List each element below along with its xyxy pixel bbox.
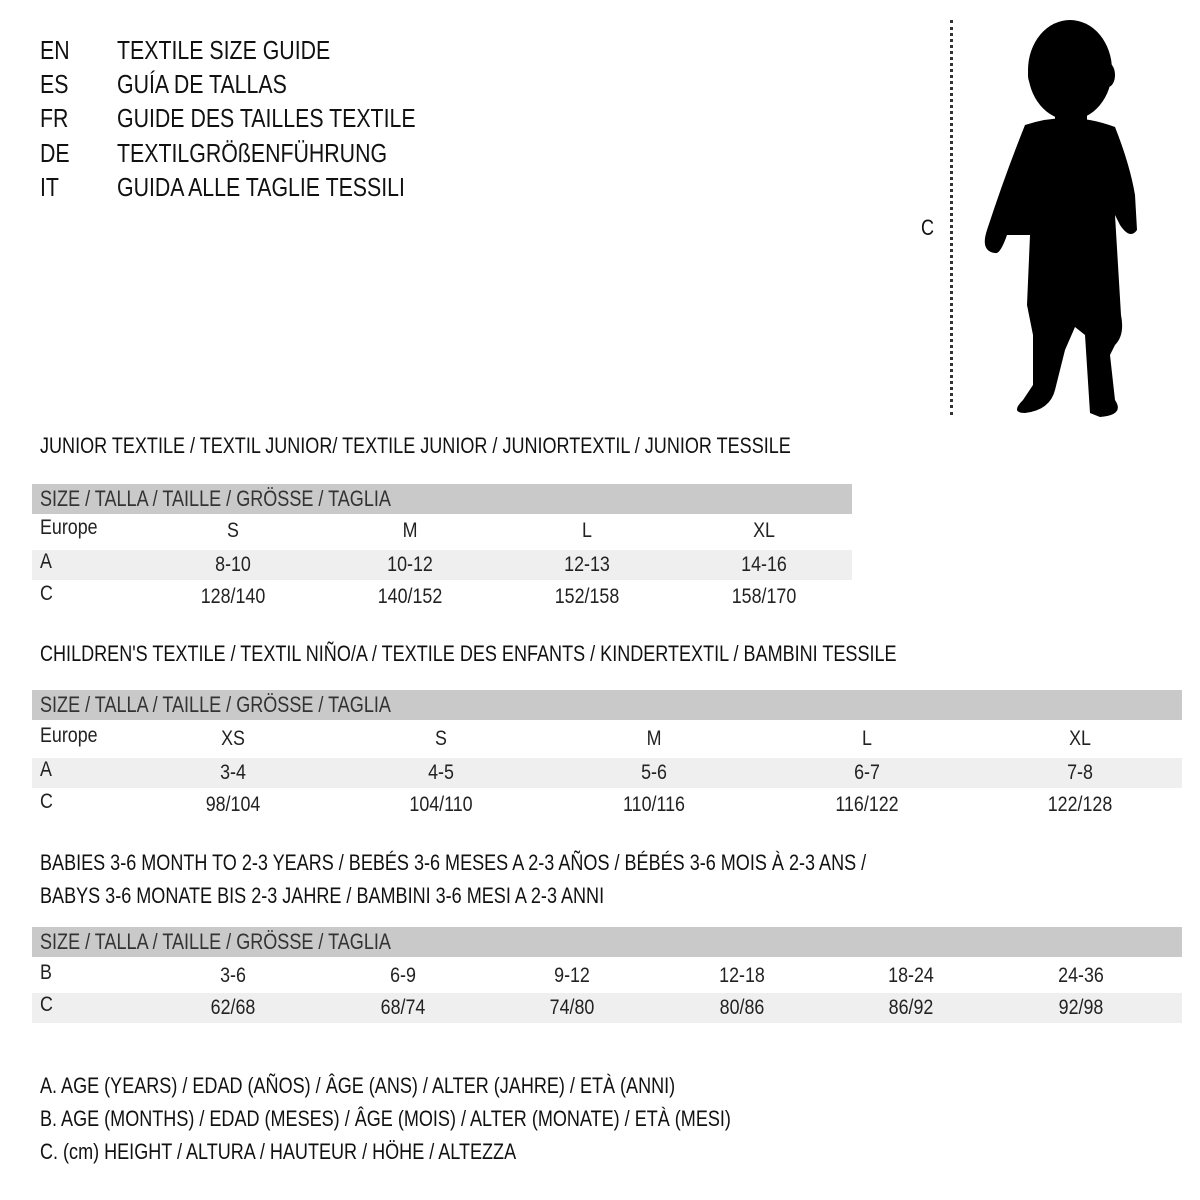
row-label: B <box>40 961 52 984</box>
table-cell: 152/158 <box>554 585 620 608</box>
table-cell: 122/128 <box>1047 793 1113 816</box>
table-cell: 7-8 <box>1067 761 1093 784</box>
title-fr: GUIDE DES TAILLES TEXTILE <box>117 103 416 133</box>
table-header-bar <box>32 927 1182 957</box>
title-es: GUÍA DE TALLAS <box>117 69 287 99</box>
table-cell: 74/80 <box>549 996 595 1019</box>
table-cell: 6-7 <box>854 761 880 784</box>
lang-code-de: DE <box>40 138 70 168</box>
table-cell: 116/122 <box>835 793 899 816</box>
table-cell: 5-6 <box>641 761 667 784</box>
row-shade <box>32 993 1182 1023</box>
measure-label: C <box>921 215 935 240</box>
table-cell: 6-9 <box>390 964 416 987</box>
child-silhouette-icon <box>984 20 1137 417</box>
legend-a: A. AGE (YEARS) / EDAD (AÑOS) / ÂGE (ANS)… <box>40 1073 676 1098</box>
title-de: TEXTILGRÖßENFÜHRUNG <box>117 138 388 168</box>
table-header: SIZE / TALLA / TAILLE / GRÖSSE / TAGLIA <box>40 929 391 954</box>
lang-code-en: EN <box>40 35 70 65</box>
row-label: Europe <box>40 516 98 539</box>
legend-c: C. (cm) HEIGHT / ALTURA / HAUTEUR / HÖHE… <box>40 1139 517 1164</box>
table-cell: S <box>435 727 447 750</box>
table-cell: 14-16 <box>741 553 787 576</box>
table-cell: 18-24 <box>888 964 934 987</box>
table-cell: 24-36 <box>1058 964 1104 987</box>
table-header-bar <box>32 690 1182 720</box>
table-cell: 128/140 <box>200 585 266 608</box>
table-cell: L <box>862 727 872 750</box>
table-title: CHILDREN'S TEXTILE / TEXTIL NIÑO/A / TEX… <box>40 641 897 666</box>
table-cell: 10-12 <box>387 553 433 576</box>
table-cell: XL <box>753 519 775 542</box>
title-it: GUIDA ALLE TAGLIE TESSILI <box>117 172 405 202</box>
table-title: JUNIOR TEXTILE / TEXTIL JUNIOR/ TEXTILE … <box>40 433 791 458</box>
table-cell: 3-6 <box>220 964 246 987</box>
table-cell: 68/74 <box>380 996 426 1019</box>
measure-line <box>950 20 953 415</box>
title-en: TEXTILE SIZE GUIDE <box>117 35 331 65</box>
table-cell: 12-13 <box>564 553 610 576</box>
table-header: SIZE / TALLA / TAILLE / GRÖSSE / TAGLIA <box>40 486 391 511</box>
table-cell: 9-12 <box>554 964 590 987</box>
row-label: Europe <box>40 724 98 747</box>
table-cell: 62/68 <box>210 996 256 1019</box>
table-cell: 4-5 <box>428 761 454 784</box>
table-header: SIZE / TALLA / TAILLE / GRÖSSE / TAGLIA <box>40 692 391 717</box>
table-cell: 92/98 <box>1058 996 1104 1019</box>
row-shade <box>32 758 1182 788</box>
row-label: C <box>40 582 53 605</box>
row-label: A <box>40 758 52 781</box>
table-cell: S <box>227 519 239 542</box>
table-cell: 98/104 <box>205 793 261 816</box>
table-title: BABIES 3-6 MONTH TO 2-3 YEARS / BEBÉS 3-… <box>40 850 867 875</box>
row-label: C <box>40 993 53 1016</box>
table-cell: 140/152 <box>377 585 443 608</box>
table-cell: XL <box>1069 727 1091 750</box>
lang-code-fr: FR <box>40 103 69 133</box>
table-cell: 3-4 <box>220 761 246 784</box>
lang-code-es: ES <box>40 69 69 99</box>
height-figure: C <box>915 15 1155 420</box>
table-cell: 104/110 <box>409 793 473 816</box>
table-cell: 86/92 <box>888 996 934 1019</box>
table-cell: 12-18 <box>719 964 765 987</box>
table-cell: 80/86 <box>719 996 765 1019</box>
row-label: C <box>40 790 53 813</box>
table-header-bar <box>32 484 852 514</box>
row-shade <box>32 550 852 580</box>
row-label: A <box>40 550 52 573</box>
table-cell: M <box>646 727 662 750</box>
table-cell: 8-10 <box>215 553 251 576</box>
table-cell: 158/170 <box>731 585 797 608</box>
table-title: BABYS 3-6 MONATE BIS 2-3 JAHRE / BAMBINI… <box>40 883 605 908</box>
table-cell: L <box>582 519 592 542</box>
table-cell: 110/116 <box>623 793 685 816</box>
lang-code-it: IT <box>40 172 59 202</box>
table-cell: M <box>402 519 418 542</box>
table-cell: XS <box>221 727 245 750</box>
legend-b: B. AGE (MONTHS) / EDAD (MESES) / ÂGE (MO… <box>40 1106 731 1131</box>
